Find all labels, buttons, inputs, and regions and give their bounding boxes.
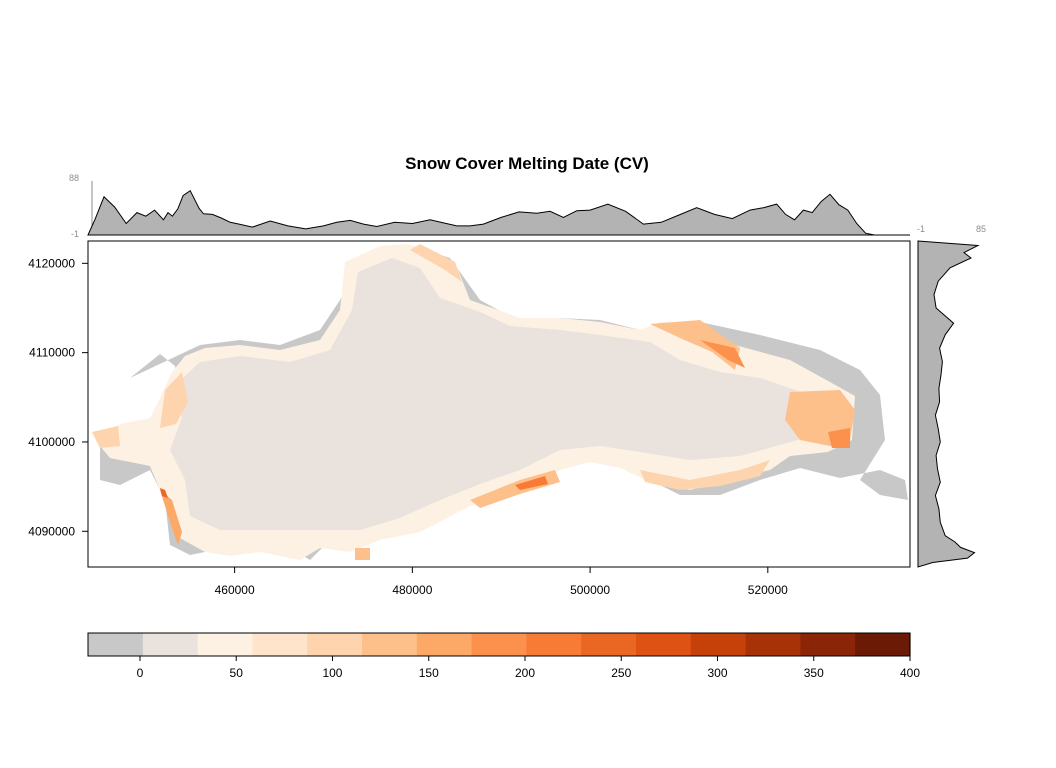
colorbar-tick-label: 300	[707, 666, 727, 680]
colorbar-swatch	[526, 633, 582, 656]
map-frame	[87, 240, 911, 568]
colorbar-swatch	[197, 633, 253, 656]
colorbar-swatch	[252, 633, 308, 656]
map-band	[410, 244, 462, 282]
right-marginal-plot: -1 85	[917, 224, 986, 568]
colorbar-swatch	[581, 633, 637, 656]
chart-title: Snow Cover Melting Date (CV)	[405, 154, 649, 173]
colorbar-swatch	[636, 633, 692, 656]
y-axis: 4090000 4100000 4110000 4120000	[28, 256, 88, 538]
map-band	[650, 320, 740, 370]
colorbar-tick-label: 150	[419, 666, 439, 680]
map-band	[700, 340, 745, 368]
map-band	[355, 548, 370, 560]
map-band	[160, 488, 168, 498]
map-core-region	[170, 258, 835, 530]
colorbar-tick-label: 350	[804, 666, 824, 680]
x-tick-label: 500000	[570, 583, 610, 597]
map-raster	[92, 244, 908, 560]
colorbar-swatch	[88, 633, 144, 656]
colorbar-tick-label: 100	[322, 666, 342, 680]
x-axis: 460000 480000 500000 520000	[215, 567, 788, 597]
colorbar-swatch	[471, 633, 527, 656]
colorbar-tick-label: 0	[137, 666, 144, 680]
right-marginal-max-label: 85	[976, 224, 986, 234]
colorbar-legend	[88, 633, 911, 656]
colorbar-tick-label: 250	[611, 666, 631, 680]
colorbar-tick-label: 50	[230, 666, 244, 680]
map-band	[828, 428, 850, 448]
colorbar-frame	[87, 632, 911, 657]
map-band	[160, 490, 182, 545]
top-marginal-max-label: 88	[69, 173, 79, 183]
colorbar-swatch	[142, 633, 199, 656]
x-tick-label: 480000	[392, 583, 432, 597]
colorbar-swatch	[416, 633, 473, 656]
y-tick-label: 4100000	[28, 435, 75, 449]
y-tick-label: 4120000	[28, 256, 75, 270]
colorbar-swatch	[800, 633, 856, 656]
map-band	[160, 372, 188, 428]
x-tick-label: 460000	[215, 583, 255, 597]
right-marginal-area	[917, 240, 980, 568]
colorbar-swatch	[362, 633, 418, 656]
colorbar-tick-label: 400	[900, 666, 920, 680]
right-marginal-min-label: -1	[917, 224, 925, 234]
y-tick-label: 4090000	[28, 524, 75, 538]
map-band	[92, 426, 120, 448]
top-marginal-area	[87, 189, 875, 236]
top-marginal-min-label: -1	[71, 229, 79, 239]
colorbar-axis: 0 50 100 150 200 250 300 350 400	[137, 656, 920, 680]
colorbar-swatch	[855, 633, 911, 656]
top-marginal-plot: 88 -1	[69, 173, 910, 239]
colorbar-swatch	[690, 633, 747, 656]
colorbar-swatch	[307, 633, 363, 656]
map-band	[640, 460, 770, 490]
map-band	[515, 476, 548, 490]
colorbar-swatch	[745, 633, 801, 656]
y-tick-label: 4110000	[29, 346, 75, 360]
colorbar-tick-label: 200	[515, 666, 535, 680]
x-tick-label: 520000	[748, 583, 788, 597]
